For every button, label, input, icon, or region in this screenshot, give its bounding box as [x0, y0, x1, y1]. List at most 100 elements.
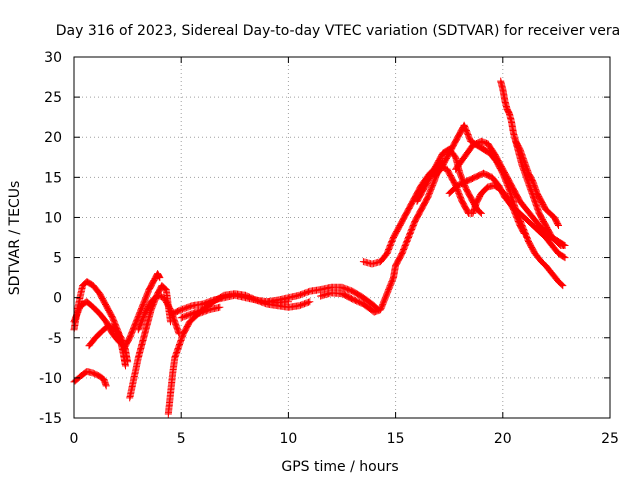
data-point — [487, 186, 489, 188]
data-point — [540, 260, 543, 263]
data-point — [392, 236, 395, 239]
data-point — [133, 377, 135, 379]
x-tick-label: 20 — [494, 431, 512, 447]
data-point — [98, 292, 101, 295]
data-point — [212, 300, 215, 303]
data-point — [448, 192, 451, 195]
data-point — [557, 280, 560, 283]
data-point — [79, 304, 82, 307]
data-point — [122, 349, 125, 351]
data-point — [512, 188, 515, 191]
data-point — [137, 357, 140, 359]
data-point — [459, 172, 461, 175]
data-point — [540, 200, 543, 203]
data-point — [148, 288, 150, 291]
data-point — [169, 320, 172, 323]
y-tick-label: 25 — [44, 90, 62, 106]
series-track-1 — [70, 368, 110, 390]
data-point — [128, 337, 131, 339]
data-point — [538, 212, 540, 215]
data-point — [101, 330, 103, 333]
data-point — [489, 152, 491, 155]
data-point — [178, 345, 180, 347]
data-point — [420, 208, 423, 211]
data-point — [171, 312, 174, 315]
data-point — [351, 298, 354, 301]
data-point — [373, 304, 376, 307]
data-point — [156, 294, 159, 297]
data-point — [480, 192, 483, 195]
data-point — [519, 148, 521, 151]
data-point — [491, 176, 493, 179]
data-point — [446, 156, 448, 159]
data-point — [429, 176, 431, 179]
data-point — [373, 311, 376, 313]
data-point — [276, 299, 279, 301]
data-point — [476, 208, 478, 211]
data-point — [544, 232, 547, 235]
data-point — [341, 286, 343, 289]
data-point — [98, 312, 101, 315]
data-point — [191, 312, 193, 315]
data-point — [534, 252, 536, 255]
data-point — [493, 152, 496, 155]
data-point — [152, 280, 155, 283]
data-point — [467, 212, 470, 215]
data-point — [92, 284, 95, 287]
data-point — [525, 208, 528, 211]
data-point — [92, 372, 95, 374]
series-track-16 — [445, 169, 569, 262]
data-point — [379, 260, 382, 263]
data-point — [532, 180, 534, 183]
x-tick-label: 15 — [387, 431, 405, 447]
data-point — [201, 303, 204, 305]
data-point — [189, 320, 191, 323]
data-point — [544, 208, 547, 211]
x-tick-label: 10 — [279, 431, 297, 447]
data-point — [465, 180, 468, 183]
x-tick-label: 5 — [177, 431, 186, 447]
data-point — [79, 375, 82, 378]
data-point — [551, 244, 553, 247]
series-track-3 — [70, 298, 127, 350]
x-tick-label: 25 — [601, 431, 619, 447]
data-point — [371, 263, 373, 265]
data-point — [287, 300, 290, 303]
data-point — [201, 308, 204, 311]
y-tick-label: 10 — [44, 210, 62, 226]
y-tick-label: 20 — [44, 130, 62, 146]
data-point — [386, 292, 388, 295]
data-point — [532, 216, 534, 219]
data-point — [510, 204, 513, 207]
data-point — [476, 200, 478, 203]
data-point — [141, 304, 144, 307]
data-point — [287, 306, 290, 309]
data-point — [502, 88, 504, 90]
data-point — [88, 345, 90, 347]
data-point — [480, 212, 483, 215]
data-point — [351, 290, 354, 293]
data-point — [234, 292, 236, 295]
data-point — [508, 188, 511, 191]
data-point — [459, 132, 461, 134]
data-point — [137, 329, 140, 331]
grid — [74, 57, 610, 418]
data-point — [487, 142, 489, 145]
data-point — [180, 308, 182, 311]
data-point — [405, 212, 408, 215]
data-point — [547, 228, 549, 231]
axis-ticks — [73, 56, 611, 419]
data-point — [482, 172, 485, 175]
data-point — [180, 316, 182, 319]
data-point — [105, 304, 107, 307]
data-point — [401, 252, 403, 255]
data-point — [266, 300, 268, 303]
data-point — [124, 365, 127, 367]
data-point — [394, 264, 397, 267]
data-point — [113, 327, 116, 330]
data-point — [542, 220, 545, 223]
data-point — [523, 160, 525, 163]
series-track-19 — [512, 137, 562, 229]
data-point — [120, 337, 122, 339]
data-point — [420, 184, 423, 187]
